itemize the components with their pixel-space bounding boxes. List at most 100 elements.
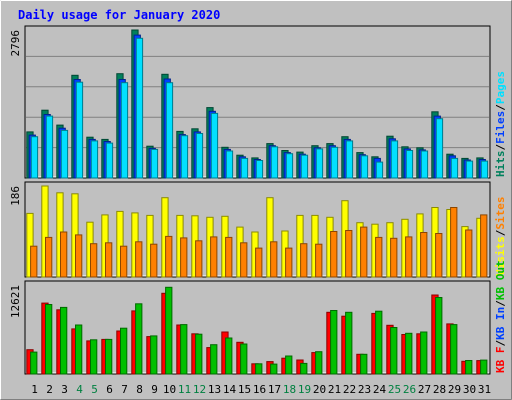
kb-legend-item: KB Out: [494, 260, 507, 300]
visits-sites-panel: 186 Visits/Sites: [9, 181, 507, 278]
hits-files-pages-bar-pages-day-1: [30, 136, 39, 179]
hits-files-pages-bar-pages-day-9: [150, 148, 159, 179]
kb-bar-kb-out-day-21: [330, 310, 338, 375]
kb-bar-kb-out-day-9: [150, 335, 158, 375]
x-tick-label-day-6: 6: [106, 383, 113, 396]
x-tick-label-day-16: 16: [253, 383, 266, 396]
visits-sites-bar-sites-day-5: [90, 243, 98, 278]
kb-bar-kb-out-day-15: [240, 343, 248, 375]
visits-sites-legend: Visits/Sites: [494, 197, 507, 277]
kb-bar-kb-out-day-5: [90, 339, 98, 375]
hits-files-pages-bar-pages-day-10: [165, 82, 174, 179]
kb-bar-kb-out-day-2: [45, 304, 53, 375]
kb-bar-kb-out-day-26: [405, 332, 413, 375]
kb-bar-kb-out-day-27: [420, 331, 428, 375]
hits-files-pages-bar-pages-day-4: [75, 81, 84, 179]
kb-legend-item: KB F: [494, 347, 507, 374]
kb-bar-kb-out-day-16: [255, 363, 263, 375]
kb-bar-kb-out-day-18: [285, 355, 293, 375]
x-tick-label-day-13: 13: [208, 383, 221, 396]
visits-sites-legend-item: Visits: [494, 236, 507, 276]
visits-sites-bar-visits-day-17: [266, 197, 274, 278]
visits-sites-bar-visits-day-1: [26, 212, 34, 278]
hits-files-pages-axis-max-label: 2796: [9, 30, 22, 57]
x-tick-label-day-11: 11: [178, 383, 191, 396]
visits-sites-bar-sites-day-11: [180, 237, 188, 278]
x-tick-label-day-22: 22: [343, 383, 356, 396]
hits-files-pages-bar-pages-day-19: [300, 154, 309, 179]
hits-files-pages-bar-pages-day-12: [195, 133, 204, 179]
kb-bar-kb-out-day-14: [225, 337, 233, 375]
visits-sites-bar-sites-day-21: [330, 231, 338, 278]
hits-files-pages-bar-pages-day-28: [435, 118, 444, 179]
hits-files-pages-bar-pages-day-30: [465, 160, 474, 179]
kb-bar-kb-out-day-30: [465, 360, 473, 375]
x-tick-label-day-14: 14: [223, 383, 237, 396]
hits-files-pages-bar-pages-day-31: [480, 160, 489, 179]
hits-files-pages-bar-pages-day-13: [210, 112, 219, 179]
hits-files-pages-legend-item: Pages: [494, 71, 507, 104]
hits-files-pages-bar-pages-day-5: [90, 140, 99, 179]
x-tick-label-day-26: 26: [403, 383, 416, 396]
visits-sites-bar-sites-day-8: [135, 241, 143, 278]
hits-files-pages-legend-item: Files: [494, 111, 507, 144]
kb-bar-kb-out-day-8: [135, 303, 143, 375]
kb-bar-kb-out-day-24: [375, 310, 383, 375]
kb-bar-kb-out-day-25: [390, 327, 398, 375]
chart-title: Daily usage for January 2020: [18, 8, 220, 22]
hits-files-pages-bar-pages-day-29: [450, 157, 459, 179]
visits-sites-bar-sites-day-1: [30, 245, 38, 278]
hits-files-pages-bar-pages-day-17: [270, 146, 279, 179]
hits-files-pages-legend-item: Hits: [494, 151, 507, 178]
hits-files-pages-legend-item: /: [494, 104, 507, 111]
x-tick-label-day-18: 18: [283, 383, 296, 396]
visits-sites-axis-max-label: 186: [9, 186, 22, 206]
kb-legend: KB F/KB In/KB Out: [494, 260, 507, 373]
x-tick-label-day-31: 31: [478, 383, 491, 396]
x-tick-label-day-23: 23: [358, 383, 371, 396]
visits-sites-bar-sites-day-9: [150, 243, 158, 278]
kb-bar-kb-out-day-1: [30, 351, 38, 375]
x-tick-label-day-3: 3: [61, 383, 68, 396]
visits-sites-bar-sites-day-28: [435, 233, 443, 278]
kb-bar-kb-out-day-17: [270, 363, 278, 375]
x-tick-label-day-27: 27: [418, 383, 431, 396]
visits-sites-bar-sites-day-2: [45, 236, 53, 278]
hits-files-pages-bar-pages-day-20: [315, 148, 324, 179]
hits-files-pages-bar-pages-day-6: [105, 142, 114, 179]
visits-sites-bar-sites-day-25: [390, 237, 398, 278]
hits-files-pages-bar-pages-day-2: [45, 115, 54, 179]
visits-sites-bar-sites-day-12: [195, 240, 203, 278]
visits-sites-bar-sites-day-3: [60, 231, 68, 278]
visits-sites-bar-sites-day-24: [375, 236, 383, 278]
hits-files-pages-bar-pages-day-3: [60, 129, 69, 179]
hits-files-pages-bar-pages-day-27: [420, 150, 429, 179]
hits-files-pages-bar-pages-day-7: [120, 82, 129, 179]
kb-bar-kb-out-day-31: [480, 359, 488, 375]
hits-files-pages-bar-pages-day-11: [180, 135, 189, 179]
visits-sites-bar-visits-day-2: [41, 185, 49, 278]
x-tick-label-day-15: 15: [238, 383, 251, 396]
visits-sites-bar-sites-day-20: [315, 243, 323, 278]
kb-bar-kb-out-day-13: [210, 344, 218, 375]
hits-files-pages-bar-pages-day-25: [390, 140, 399, 179]
visits-sites-bar-sites-day-23: [360, 226, 368, 278]
visits-sites-bar-sites-day-6: [105, 242, 113, 278]
visits-sites-bar-sites-day-16: [255, 247, 263, 278]
hits-files-pages-bar-pages-day-8: [135, 37, 144, 179]
visits-sites-bar-sites-day-19: [300, 243, 308, 278]
x-tick-label-day-20: 20: [313, 383, 326, 396]
visits-sites-bar-sites-day-18: [285, 247, 293, 278]
kb-bar-kb-out-day-10: [165, 286, 173, 375]
visits-sites-bar-sites-day-14: [225, 236, 233, 278]
x-tick-label-day-30: 30: [463, 383, 476, 396]
x-axis-day-labels: 1 2 3 4 5 6 7 8 9 10 11 12 13 14 15 16 17 18 19 20 21 22 23 24 2…: [31, 383, 491, 396]
kb-legend-item: /: [494, 300, 507, 307]
kb-axis-max-label: 12621: [9, 285, 22, 318]
hits-files-pages-bar-pages-day-22: [345, 140, 354, 179]
hits-files-pages-bar-pages-day-14: [225, 150, 234, 179]
hits-files-pages-legend-item: /: [494, 144, 507, 151]
